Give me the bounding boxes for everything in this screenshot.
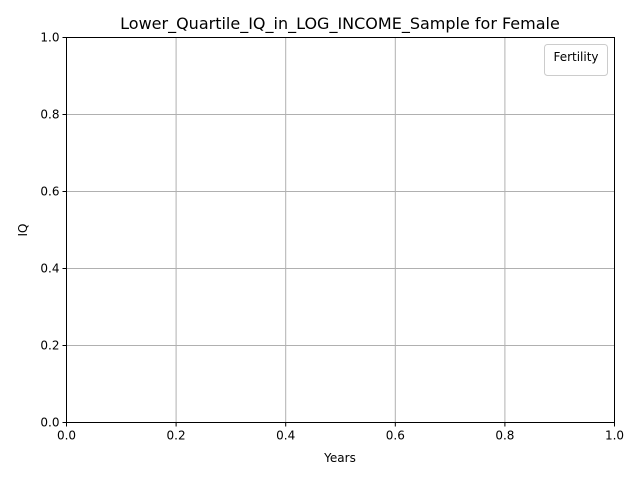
x-tick-label: 0.0 [57,429,76,443]
legend-box [544,44,608,76]
chart-title: Lower_Quartile_IQ_in_LOG_INCOME_Sample f… [120,14,560,34]
axis-ticks: 0.0 0.2 0.4 0.6 0.8 1.0 0.0 0.2 0.4 0.6 0.8 1.0 [40,31,624,443]
y-tick-label: 0.8 [40,108,59,122]
y-tick-label: 0.2 [40,339,59,353]
x-tick-label: 1.0 [605,429,624,443]
legend: Fertility [544,44,608,76]
y-tick-label: 0.4 [40,262,59,276]
y-tick-label: 0.6 [40,185,59,199]
y-tick-label: 0.0 [40,416,59,430]
x-axis-label: Years [323,451,356,465]
x-tick-label: 0.6 [386,429,405,443]
x-tick-label: 0.2 [167,429,186,443]
y-tick-label: 1.0 [40,31,59,45]
legend-title: Fertility [553,50,598,64]
grid-lines [66,37,615,423]
x-tick-label: 0.4 [276,429,295,443]
y-axis-label: IQ [16,224,30,237]
plot-area-frame [66,37,615,423]
x-tick-label: 0.8 [495,429,514,443]
